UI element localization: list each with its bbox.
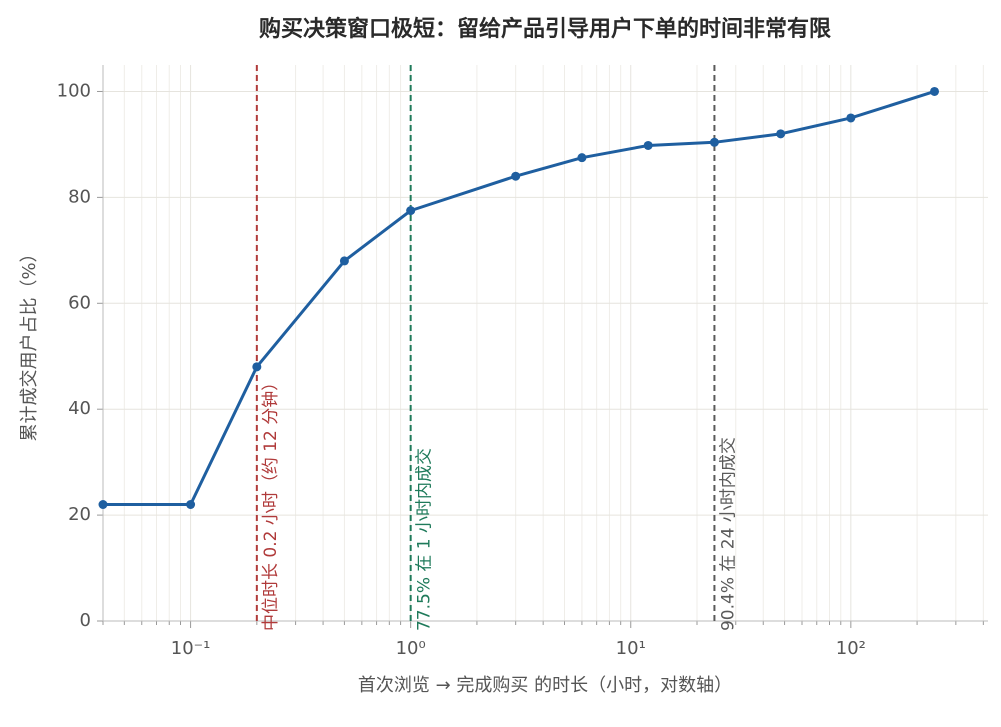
- point: [511, 171, 521, 181]
- y-tick-label: 20: [68, 504, 91, 525]
- point: [846, 113, 856, 123]
- chart-title: 购买决策窗口极短：留给产品引导用户下单的时间非常有限: [259, 16, 831, 42]
- point: [406, 206, 416, 216]
- x-tick-label: 10⁰: [396, 638, 426, 659]
- x-tick-label: 10¹: [616, 638, 646, 659]
- x-tick-label: 10⁻¹: [171, 638, 211, 659]
- y-tick-label: 0: [80, 610, 91, 631]
- point: [577, 153, 587, 163]
- y-axis-label: 累计成交用户占比（%）: [19, 244, 40, 441]
- point: [186, 500, 196, 510]
- point: [930, 86, 940, 96]
- y-tick-label: 80: [68, 186, 91, 207]
- point: [339, 256, 349, 266]
- point: [98, 500, 108, 510]
- line: [103, 90, 935, 507]
- y-tick-label: 100: [57, 80, 91, 101]
- y-tick-label: 60: [68, 292, 91, 313]
- point: [776, 129, 786, 139]
- x-axis-label: 首次浏览 → 完成购买 的时长（小时，对数轴）: [358, 675, 732, 696]
- point: [252, 362, 262, 372]
- point: [643, 140, 653, 150]
- y-tick-label: 40: [68, 398, 91, 419]
- x-tick-label: 10²: [836, 638, 866, 659]
- reference-label: 77.5% 在 1 小时内成交: [415, 448, 435, 631]
- reference-label: 中位时长 0.2 小时（约 12 分钟）: [261, 374, 281, 631]
- point: [709, 137, 719, 147]
- reference-label: 90.4% 在 24 小时内成交: [718, 437, 738, 631]
